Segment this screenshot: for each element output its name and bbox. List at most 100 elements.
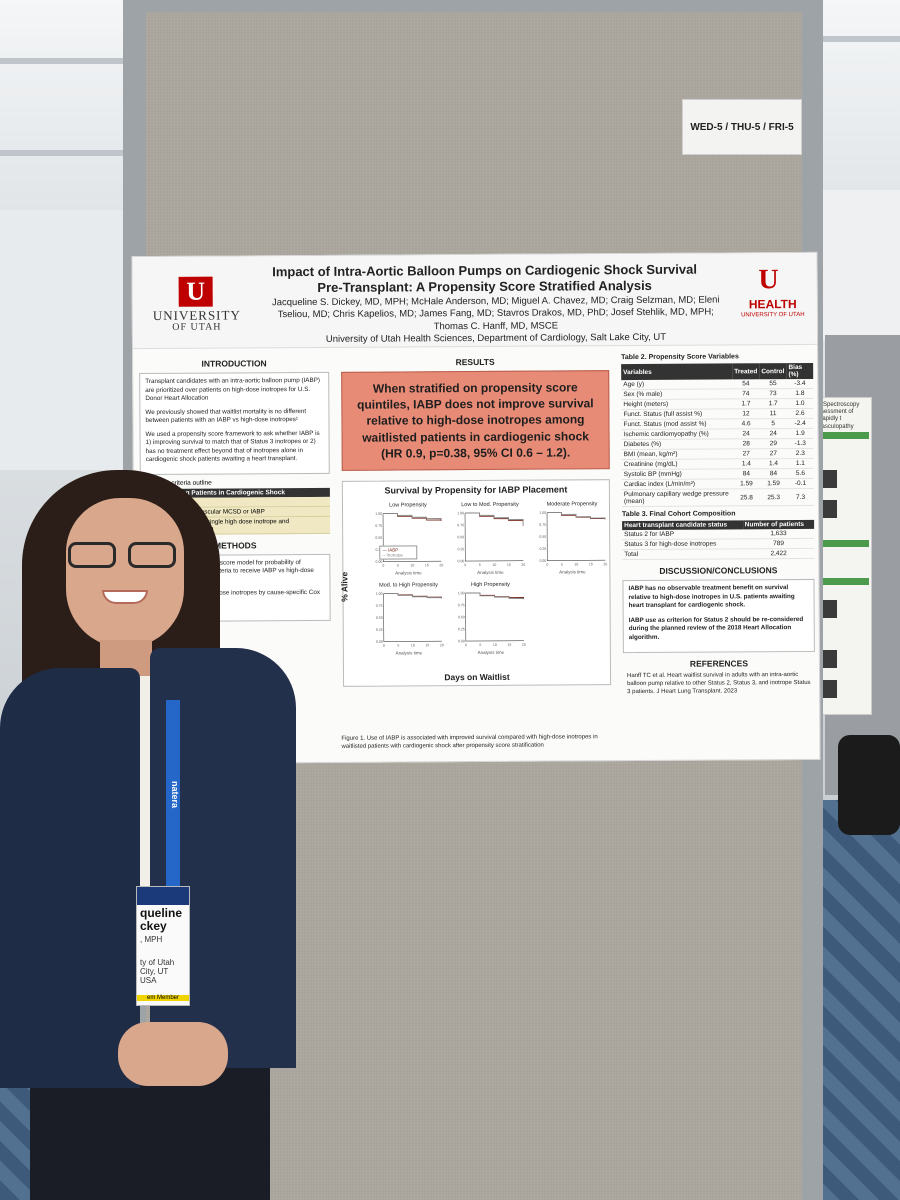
x-tick-label: 15 <box>507 643 511 647</box>
table-cell: 24 <box>732 428 760 439</box>
x-tick-label: 0 <box>546 562 548 566</box>
badge-role: em Member <box>137 995 189 1001</box>
survival-chart: Survival by Propensity for IABP Placemen… <box>339 479 612 687</box>
adjacent-poster-stripe <box>815 540 869 547</box>
table-cell: 1.1 <box>786 458 814 469</box>
discussion-paragraph: IABP has no observable treatment benefit… <box>628 584 795 610</box>
table-cell: 1.59 <box>759 478 788 489</box>
x-tick-label: 5 <box>397 643 399 647</box>
table-cell: 2.6 <box>786 408 814 419</box>
poster-authors: Jacqueline S. Dickey, MD, MPH; McHale An… <box>261 294 731 346</box>
table-cell: 1.9 <box>786 428 814 439</box>
back-wall-left <box>0 210 135 470</box>
y-tick-label: 0.50 <box>375 536 382 540</box>
chart-title: Survival by Propensity for IABP Placemen… <box>384 484 568 496</box>
table-cell: 1.4 <box>732 458 760 469</box>
badge-org: ty of Utah <box>140 958 175 968</box>
y-tick-label: 0.25 <box>457 547 464 551</box>
poster-header: U UNIVERSITY OF UTAH Impact of Intra-Aor… <box>132 252 818 350</box>
table-cell: -0.1 <box>787 478 814 489</box>
table-cell: 4.6 <box>732 418 760 429</box>
table-cell: Total <box>622 548 743 560</box>
table-cell: 1.8 <box>786 388 814 399</box>
table-cell: 2,422 <box>742 548 815 559</box>
panel-x-label: Analysis time <box>559 569 586 575</box>
table-cell: Creatinine (mg/dL) <box>621 458 733 470</box>
presenter-hands <box>118 1022 228 1086</box>
x-tick-label: 15 <box>425 643 429 647</box>
x-tick-label: 20 <box>521 563 525 567</box>
table-cell: 25.8 <box>732 488 761 506</box>
y-tick-label: 0.00 <box>376 560 383 564</box>
x-tick-label: 15 <box>589 562 593 566</box>
university-logo-mark: U <box>178 276 213 307</box>
badge-location: City, UT USA <box>140 967 169 986</box>
table-cell: Ischemic cardiomyopathy (%) <box>621 428 733 440</box>
table-cell: 12 <box>732 408 760 419</box>
x-tick-label: 5 <box>561 562 563 566</box>
y-tick-label: 0.50 <box>457 535 464 539</box>
key-finding-stat: (HR 0.9, p=0.38, 95% CI 0.6 – 1.2). <box>381 445 571 461</box>
x-tick-label: 15 <box>425 563 429 567</box>
adjacent-poster-stripe <box>815 578 869 585</box>
panel-plot: 0.00 0.25 0.50 0.75 1.00 0 5 10 15 20 <box>458 591 526 647</box>
x-tick-label: 0 <box>383 643 385 647</box>
table-cell: 789 <box>742 538 815 549</box>
panel-plot: 0.00 0.25 0.50 0.75 1.00 0 5 10 15 20 <box>376 592 444 648</box>
survival-curve-inotrope <box>465 512 524 527</box>
chart-y-axis-label: % Alive <box>339 571 350 602</box>
ceiling-beam <box>0 150 130 156</box>
y-tick-label: 1.00 <box>375 512 382 516</box>
panel-plot: 0.00 0.25 0.50 0.75 1.00 0 5 10 15 20 <box>539 511 607 567</box>
x-tick-label: 10 <box>410 563 414 567</box>
survival-panel: Mod. to High Propensity 0.00 0.25 0.50 0.75 1… <box>374 582 444 655</box>
y-tick-label: 0.75 <box>458 603 465 607</box>
glasses-lens-right <box>128 542 176 568</box>
chart-panels: Low Propensity 0.00 0.25 0.50 0.75 1.00 0 5 10 15… <box>343 480 609 655</box>
table-cell: 5.6 <box>787 468 814 479</box>
panel-title: Low Propensity <box>389 502 427 509</box>
table-cell: 7.3 <box>787 488 814 506</box>
y-tick-label: 0.00 <box>458 559 465 563</box>
results-heading: RESULTS <box>455 356 495 368</box>
table-cell: 84 <box>759 468 788 479</box>
y-tick-label: 1.00 <box>458 591 465 595</box>
table-cell: 1.0 <box>786 398 814 409</box>
affiliation: University of Utah Health Sciences, Depa… <box>325 331 667 345</box>
panel-x-label: Analysis time <box>395 570 422 576</box>
introduction-heading: INTRODUCTION <box>201 358 267 369</box>
references-heading: REFERENCES <box>689 658 749 669</box>
x-tick-label: 5 <box>479 563 481 567</box>
discussion-heading: DISCUSSION/CONCLUSIONS <box>659 565 778 576</box>
panel-title: Mod. to High Propensity <box>379 582 438 589</box>
table-cell: 55 <box>759 379 787 389</box>
y-tick-label: 0.75 <box>457 523 464 527</box>
university-logo-line1: UNIVERSITY <box>152 307 241 323</box>
panel-x-label: Analysis time <box>395 650 423 656</box>
y-tick-label: 0.25 <box>375 548 382 552</box>
y-tick-label: 0.25 <box>539 547 546 551</box>
lanyard: natera <box>166 700 180 890</box>
x-tick-label: 20 <box>439 563 443 567</box>
x-tick-label: 20 <box>603 562 607 566</box>
x-tick-label: 10 <box>411 643 415 647</box>
y-tick-label: 0.25 <box>376 628 383 632</box>
panel-title: Low to Mod. Propensity <box>461 501 519 509</box>
x-tick-label: 5 <box>397 563 399 567</box>
reference-item: Hanff TC et al. Heart waitlist survival … <box>627 672 811 695</box>
panel-axis <box>464 513 524 562</box>
table-cell: Pulmonary capillary wedge pressure (mean… <box>621 488 734 507</box>
glasses-lens-left <box>68 542 116 568</box>
table-header-cell: Treated <box>732 363 760 380</box>
table-cell: 54 <box>732 379 760 389</box>
table-cell: Systolic BP (mmHg) <box>621 468 733 480</box>
results-column: RESULTS When stratified on propensity sc… <box>333 350 619 754</box>
ceiling-beam <box>820 36 900 42</box>
y-tick-label: 1.00 <box>376 592 383 596</box>
badge-degree: , MPH <box>140 935 163 945</box>
table-cell: 1.59 <box>732 478 761 489</box>
chart-x-axis-label: Days on Waitlist <box>444 671 510 683</box>
table-cell: 27 <box>759 448 787 459</box>
adjacent-poster-title: d Spectroscopy ssessment of Rapidly t Va… <box>818 402 860 430</box>
table-cell: 74 <box>732 388 760 399</box>
